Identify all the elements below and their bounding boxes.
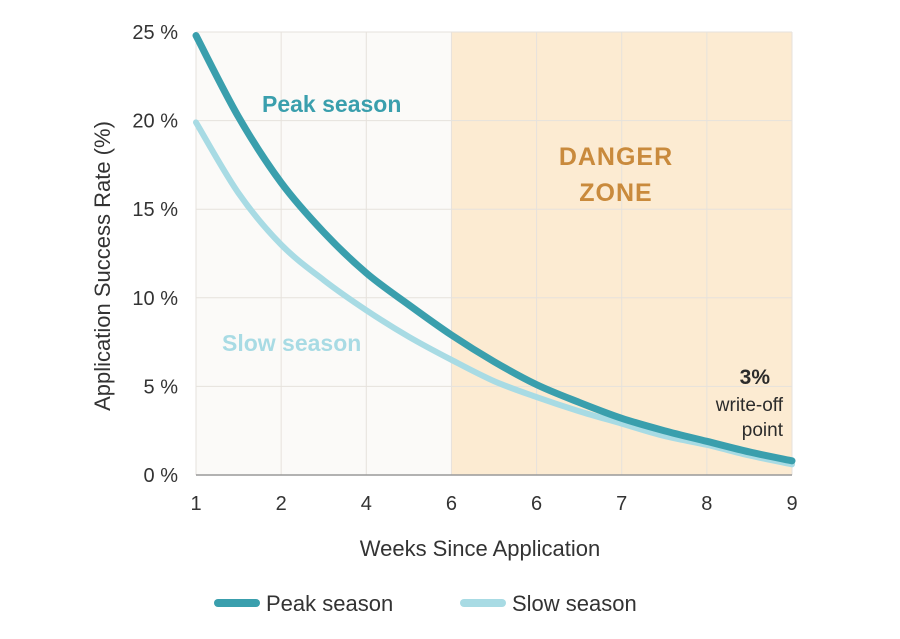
slow-season-line [193,119,795,468]
write-off-label-line1: write-off [715,395,784,416]
gridlines [195,31,793,475]
x-tick-label: 4 [361,493,372,515]
x-tick-labels: 1 2 4 6 6 7 8 9 [190,493,797,515]
peak-season-inline-label: Peak season [262,91,401,117]
x-tick-label: 8 [701,493,712,515]
write-off-value: 3% [740,366,771,389]
y-tick-label: 0 % [144,465,179,487]
x-tick-label: 7 [616,493,627,515]
x-tick-label: 6 [531,493,542,515]
x-tick-label: 2 [276,493,287,515]
series-lines [192,32,796,468]
write-off-label-line2: point [742,420,784,441]
y-tick-labels: 0 % 5 % 10 % 15 % 20 % 25 % [132,22,178,487]
y-tick-label: 25 % [132,22,178,44]
danger-zone-label-line2: ZONE [579,179,652,207]
y-tick-label: 20 % [132,111,178,133]
y-tick-label: 5 % [144,376,179,398]
x-tick-label: 6 [446,493,457,515]
danger-zone-label-line1: DANGER [559,143,673,171]
x-axis-title: Weeks Since Application [360,536,601,561]
y-tick-label: 15 % [132,199,178,221]
x-tick-label: 9 [786,493,797,515]
legend-label-slow: Slow season [512,591,637,616]
slow-season-inline-label: Slow season [222,330,361,356]
x-tick-label: 1 [190,493,201,515]
peak-season-line [192,32,796,465]
legend-label-peak: Peak season [266,591,393,616]
legend: Peak season Slow season [214,591,637,616]
y-tick-label: 10 % [132,288,178,310]
y-axis-title: Application Success Rate (%) [90,121,115,411]
